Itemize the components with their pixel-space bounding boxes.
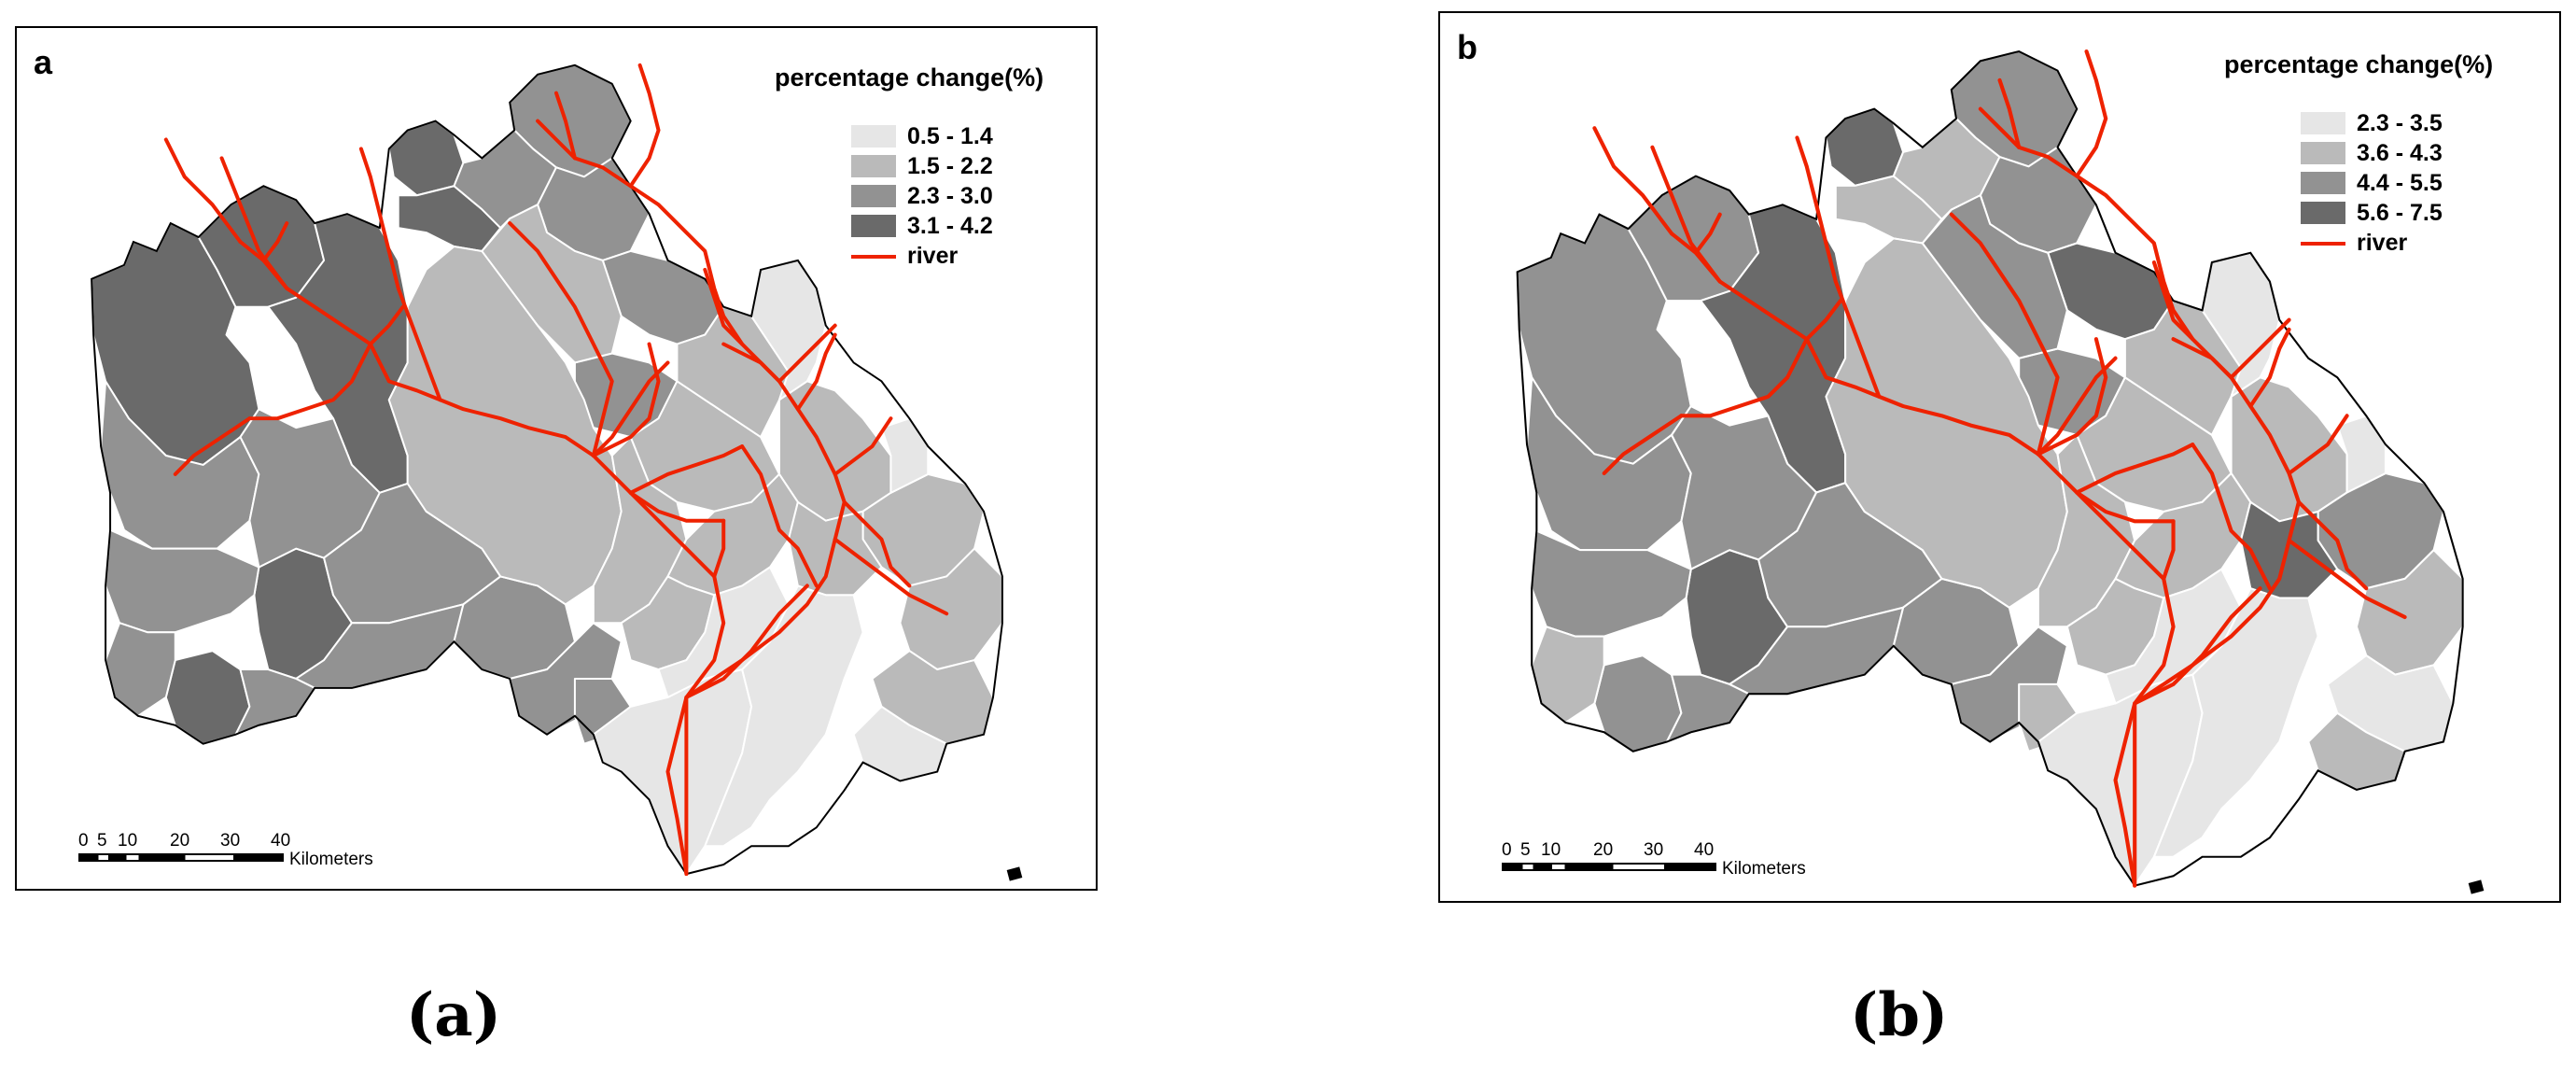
subbasin-b-24 [1921, 194, 2068, 359]
river-segment [219, 156, 289, 290]
legend-title-b: percentage change(%) [2224, 50, 2494, 78]
caption-a: (a) [406, 980, 502, 1050]
river-segment [721, 342, 781, 384]
river-segment [2151, 260, 2195, 342]
river-segment [628, 444, 745, 495]
river-segment [591, 360, 670, 458]
subbasin-b-8 [1525, 376, 1692, 552]
river-segment [1804, 299, 1843, 342]
legend-swatch [2301, 142, 2345, 164]
river-segment [703, 267, 745, 346]
river-segment [1602, 414, 1684, 476]
legend-swatch [851, 185, 896, 207]
subbasin-a-38 [704, 584, 864, 848]
river-segment [2248, 327, 2291, 409]
river-segment [2113, 701, 2137, 888]
river-segment [368, 304, 405, 346]
watershed-map-a [91, 63, 1003, 876]
subbasin-a-39 [657, 566, 790, 698]
map-panel-a: a percentage change(%) 0.5 - 1.4 1.5 - 2… [15, 26, 1098, 891]
subbasin-b-32 [2355, 549, 2464, 676]
legend-swatch [2301, 172, 2345, 194]
river-segment [554, 91, 577, 161]
river-segment [368, 342, 595, 458]
legend-swatch [851, 155, 896, 177]
river-segment [261, 221, 289, 262]
river-segment [1997, 77, 2022, 149]
river-segment [508, 221, 614, 458]
river-segment [247, 342, 372, 421]
river-segment [833, 537, 949, 616]
river-segment [795, 332, 837, 412]
river-segment [1693, 212, 1722, 255]
river-segment [2287, 414, 2349, 476]
legend-title-a: percentage change(%) [775, 63, 1044, 91]
river-segment [684, 584, 809, 699]
river-segment [358, 147, 391, 253]
river-segment [2296, 499, 2369, 591]
river-segment [591, 342, 661, 458]
river-segment [163, 137, 243, 244]
subbasin-a-32 [899, 547, 1003, 671]
river-segment [173, 416, 252, 476]
river-segment [1824, 241, 1882, 399]
river-segment [2075, 490, 2176, 524]
river-segment [2075, 443, 2195, 495]
basin-boundary-b [1516, 49, 2464, 887]
river-segment [238, 240, 372, 346]
river-segment [842, 499, 912, 588]
river-segment [386, 248, 442, 402]
watershed-map-b [1516, 49, 2464, 887]
river-segment [628, 63, 661, 189]
river-segment [2171, 337, 2233, 380]
river-segment [1795, 135, 1828, 246]
river-segment [2075, 49, 2108, 178]
scale-bar-a: 0 5 10 20 30 40 Kilometers [78, 831, 373, 869]
basin-boundary-a [91, 63, 1003, 876]
river-segment [2036, 337, 2108, 457]
subbasin-b-39 [2105, 568, 2242, 705]
river-segment [1679, 337, 1809, 418]
river-segment [1592, 126, 1674, 236]
river-segment [628, 490, 726, 523]
river-segment [712, 518, 726, 579]
river-segment [2036, 356, 2118, 457]
river-segment [2036, 452, 2176, 888]
river-segment [2162, 519, 2176, 581]
river-network-a [163, 63, 949, 877]
river-network-b [1592, 49, 2407, 888]
river-segment [2287, 538, 2407, 620]
river-segment [777, 323, 837, 384]
river-segment [1949, 212, 2060, 457]
legend-a: percentage change(%) 0.5 - 1.4 1.5 - 2.2… [775, 63, 1044, 269]
river-segment [1670, 232, 1809, 342]
river-segment [1804, 337, 2040, 457]
river-segment [2229, 317, 2291, 380]
river-segment [591, 454, 726, 877]
scale-bar-graphic [78, 853, 284, 862]
river-segment [833, 416, 893, 476]
scale-bar-b: 0 5 10 20 30 40 Kilometers [1502, 840, 1806, 879]
legend-b: percentage change(%) 2.3 - 3.5 3.6 - 4.3… [2224, 50, 2494, 256]
subbasin-b-38 [2152, 587, 2319, 858]
river-segment [2133, 586, 2262, 706]
scale-bar-graphic [1502, 863, 1716, 871]
legend-swatch [851, 125, 896, 148]
legend-swatch [2301, 202, 2345, 224]
river-segment [2191, 443, 2272, 591]
river-line-swatch [851, 255, 896, 259]
map-panel-b: b percentage change(%) 2.3 - 3.5 3.6 - 4… [1438, 11, 2561, 903]
legend-swatch [2301, 112, 2345, 134]
caption-b: (b) [1850, 980, 1949, 1050]
river-segment [740, 444, 819, 588]
river-segment [665, 695, 689, 877]
panel-letter-b: b [1457, 28, 1477, 66]
legend-swatch [851, 215, 896, 237]
river-segment [1650, 145, 1722, 284]
subbasin-a-8 [100, 380, 260, 550]
river-line-swatch [2301, 242, 2345, 246]
panel-letter-a: a [34, 43, 53, 81]
subbasin-a-24 [481, 204, 623, 364]
